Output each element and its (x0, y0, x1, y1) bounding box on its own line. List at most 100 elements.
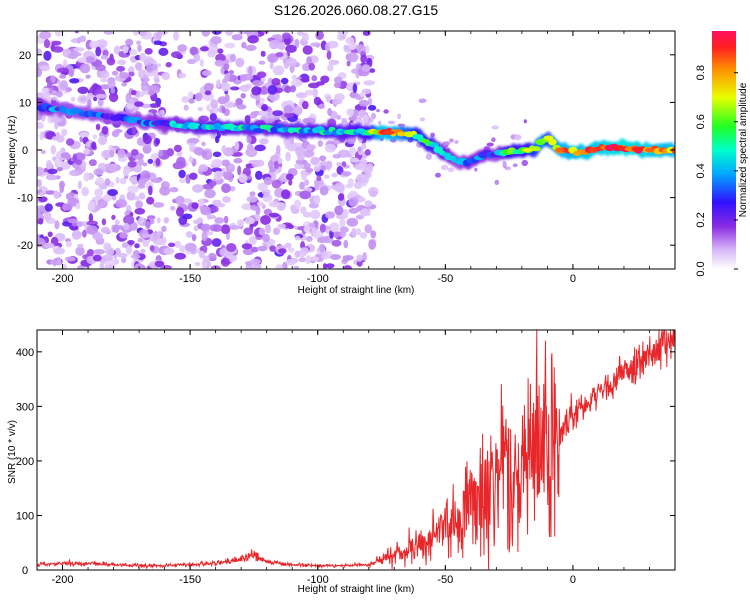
noise-blob (276, 202, 287, 212)
noise-blob (212, 151, 222, 158)
noise-blob (192, 184, 204, 193)
noise-blob (121, 242, 129, 249)
noise-blob (188, 98, 195, 104)
noise-blob (303, 149, 315, 158)
noise-blob (128, 71, 135, 77)
noise-blob (316, 175, 322, 182)
noise-blob (361, 142, 367, 150)
noise-blob (351, 227, 357, 237)
noise-blob (260, 50, 266, 57)
noise-blob (59, 80, 68, 90)
noise-blob (211, 31, 222, 35)
noise-blob (158, 47, 169, 57)
noise-blob (245, 44, 257, 52)
noise-blob (221, 159, 231, 167)
noise-blob (241, 41, 247, 49)
y-tick-label: 100 (16, 510, 34, 522)
noise-blob (313, 165, 321, 172)
noise-blob (369, 190, 378, 198)
noise-blob (313, 96, 322, 106)
noise-blob (296, 158, 304, 165)
noise-blob (204, 90, 212, 96)
noise-blob (310, 42, 321, 47)
noise-blob (47, 231, 53, 238)
noise-blob (210, 36, 222, 45)
noise-blob (212, 224, 223, 232)
noise-blob (56, 256, 62, 266)
y-tick-label: 10 (19, 97, 31, 109)
noise-blob (178, 177, 187, 184)
noise-blob (342, 208, 349, 219)
noise-blob (126, 191, 136, 201)
noise-blob (155, 31, 162, 41)
snr-series-line (37, 330, 675, 570)
noise-blob (79, 35, 86, 43)
noise-blob (371, 112, 376, 120)
noise-blob (51, 96, 58, 101)
noise-blob (50, 145, 57, 155)
noise-blob (234, 141, 240, 151)
noise-blob (491, 125, 499, 130)
noise-blob (94, 188, 104, 198)
noise-blob (364, 224, 373, 234)
noise-blob (352, 83, 358, 94)
noise-blob (361, 64, 371, 72)
noise-blob (176, 151, 183, 157)
noise-blob (104, 178, 111, 186)
noise-blob (142, 134, 152, 145)
noise-blob (356, 173, 368, 184)
ridge-peak (384, 130, 395, 135)
noise-blob (326, 50, 332, 60)
ridge-core (37, 103, 675, 167)
noise-blob (263, 176, 273, 186)
x-tick-label: -150 (179, 574, 201, 586)
noise-blob (337, 193, 345, 201)
noise-blob (194, 261, 201, 267)
noise-blob (127, 161, 137, 168)
noise-blob (70, 96, 76, 102)
noise-blob (149, 245, 155, 252)
ridge-peak (522, 147, 532, 153)
noise-blob (77, 57, 89, 64)
noise-blob (235, 57, 245, 68)
noise-blob (37, 121, 44, 129)
noise-blob (514, 134, 522, 141)
noise-blob (304, 179, 310, 186)
noise-blob (142, 85, 148, 90)
noise-blob (324, 143, 337, 153)
noise-blob (95, 177, 105, 185)
noise-blob (246, 195, 258, 203)
noise-blob (201, 223, 211, 231)
noise-blob (254, 170, 263, 180)
noise-blob (137, 238, 143, 243)
noise-blob (346, 52, 359, 63)
noise-blob (148, 89, 155, 96)
noise-blob (201, 261, 208, 269)
noise-blob (213, 170, 223, 181)
noise-blob (271, 179, 282, 189)
ridge-peak (631, 146, 642, 151)
noise-blob (319, 185, 329, 196)
noise-blob (163, 217, 169, 224)
snr-x-axis-label: Height of straight line (km) (298, 584, 415, 595)
noise-blob (306, 235, 313, 242)
noise-blob (224, 42, 236, 49)
noise-blob (269, 166, 277, 173)
spectrogram-heatmap (37, 31, 675, 269)
noise-blob (285, 173, 294, 181)
noise-blob (306, 144, 317, 151)
noise-blob (125, 38, 134, 47)
colorbar-tick-label: 0.0 (695, 261, 707, 276)
noise-blob (43, 168, 49, 173)
noise-blob (168, 242, 176, 248)
noise-blob (295, 92, 308, 99)
noise-blob (419, 117, 425, 122)
x-tick-label: -50 (437, 273, 453, 285)
noise-blob (256, 245, 268, 252)
noise-blob (223, 62, 230, 71)
noise-blob (301, 100, 309, 110)
noise-blob (156, 63, 162, 68)
ridge-peak (613, 145, 624, 150)
noise-blob (108, 92, 119, 103)
noise-blob (300, 206, 307, 214)
